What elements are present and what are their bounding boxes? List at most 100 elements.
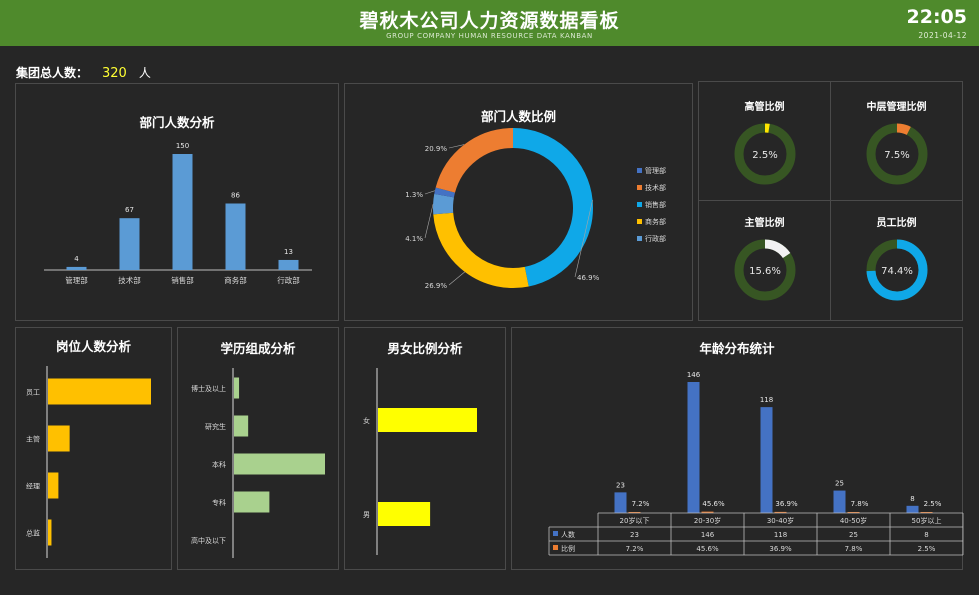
slice-label-1: 20.9% bbox=[425, 145, 448, 153]
legend-label-4: 行政部 bbox=[645, 234, 666, 243]
slice-label-4: 4.1% bbox=[405, 235, 423, 243]
ratio-title-supervisor: 主管比例 bbox=[744, 218, 785, 229]
gender-chart: 女男 bbox=[363, 368, 477, 555]
x-tick-label-2: 30-40岁 bbox=[767, 516, 794, 525]
x-tick-label-1: 技术部 bbox=[118, 275, 141, 285]
ratio-bar-3 bbox=[847, 512, 860, 513]
dashboard-subtitle: GROUP COMPANY HUMAN RESOURCE DATA KANBAN bbox=[386, 32, 593, 40]
x-tick-label-4: 50岁以上 bbox=[912, 516, 942, 525]
y-tick-label-1: 研究生 bbox=[205, 422, 226, 431]
leader-line-4 bbox=[424, 204, 434, 239]
age-chart: 23 7.2% 146 45.6% 118 36.9% 25 7.8% 8 2.5% 20岁以下 23… bbox=[548, 371, 964, 556]
donut-label-3: 74.4% bbox=[881, 266, 913, 277]
x-tick-label-3: 商务部 bbox=[224, 275, 247, 285]
dashboard-title: 碧秋木公司人力资源数据看板 bbox=[359, 10, 620, 32]
ratio-label-1: 45.6% bbox=[702, 500, 725, 508]
legend-swatch-0 bbox=[637, 168, 642, 173]
total-label: 集团总人数： bbox=[16, 66, 89, 80]
slice-2 bbox=[512, 128, 593, 287]
donut-value-2 bbox=[764, 239, 791, 259]
y-tick-label-0: 员工 bbox=[26, 389, 40, 397]
table-count-4: 8 bbox=[924, 531, 928, 539]
legend-swatch-1 bbox=[637, 185, 642, 190]
data-label-2: 150 bbox=[176, 142, 189, 150]
ratio-title-exec: 高管比例 bbox=[744, 102, 785, 113]
ratio-title-staff: 员工比例 bbox=[876, 218, 917, 229]
panel-title: 部门人数比例 bbox=[480, 109, 556, 124]
panel-age: 年龄分布统计 23 7.2% 146 45.6% 118 36.9% 25 7.8% 8 2.5%… bbox=[511, 327, 964, 570]
data-label-3: 86 bbox=[231, 191, 240, 199]
y-tick-label-1: 主管 bbox=[26, 435, 40, 444]
panel-title: 岗位人数分析 bbox=[55, 339, 131, 354]
table-ratio-3: 7.8% bbox=[845, 545, 863, 553]
y-tick-label-3: 专科 bbox=[212, 498, 226, 507]
bar-3 bbox=[225, 203, 246, 270]
ratio-donuts: 2.5% 7.5% 15.6% 74.4% bbox=[734, 123, 928, 301]
x-tick-label-0: 20岁以下 bbox=[620, 516, 650, 525]
panel-education: 学历组成分析 博士及以上 研究生 本科 专科 高中及以下 bbox=[177, 327, 339, 570]
table-count-2: 118 bbox=[774, 531, 787, 539]
table-count-1: 146 bbox=[701, 531, 715, 539]
bar-3 bbox=[48, 519, 52, 546]
y-tick-label-2: 经理 bbox=[26, 482, 40, 491]
header-bar: 碧秋木公司人力资源数据看板 GROUP COMPANY HUMAN RESOUR… bbox=[0, 0, 979, 46]
x-tick-label-1: 20-30岁 bbox=[694, 516, 721, 525]
x-tick-label-3: 40-50岁 bbox=[840, 516, 867, 525]
y-tick-label-1: 男 bbox=[363, 511, 370, 519]
count-bar-3 bbox=[833, 490, 846, 513]
leader-line-3 bbox=[448, 271, 465, 286]
y-tick-label-3: 总监 bbox=[26, 529, 40, 538]
leader-line-2 bbox=[574, 200, 593, 278]
ratio-bar-1 bbox=[701, 511, 714, 513]
clock-date: 2021-04-12 bbox=[918, 31, 967, 40]
legend-swatch-4 bbox=[637, 236, 642, 241]
clock-time: 22:05 bbox=[906, 6, 967, 28]
count-bar-4 bbox=[906, 505, 919, 513]
ratio-label-0: 7.2% bbox=[632, 500, 650, 508]
leader-line-0 bbox=[424, 190, 435, 195]
panel-title: 男女比例分析 bbox=[387, 341, 463, 356]
grid-divider-v bbox=[830, 82, 831, 320]
total-headcount: 集团总人数： 320 人 bbox=[16, 64, 151, 81]
bar-1 bbox=[48, 425, 70, 452]
panel-dept-ratio: 部门人数比例 46.9% 26.9% 4.1% 1.3% 20.9% 管理部 技术部 销售部商… bbox=[344, 83, 693, 321]
count-bar-1 bbox=[687, 382, 700, 513]
table-ratio-0: 7.2% bbox=[626, 545, 644, 553]
bar-1 bbox=[234, 415, 249, 437]
bar-0 bbox=[48, 378, 151, 405]
count-label-2: 118 bbox=[760, 396, 773, 404]
bar-1 bbox=[119, 218, 140, 270]
panel-dept-count: 部门人数分析 4 管理部 67 技术部 150 销售部 86 商务部 13 行政部 bbox=[15, 83, 339, 321]
legend-label-count: 人数 bbox=[561, 530, 575, 539]
data-label-0: 4 bbox=[74, 255, 79, 263]
y-tick-label-0: 博士及以上 bbox=[191, 384, 226, 393]
count-bar-0 bbox=[614, 492, 627, 513]
panel-title: 年龄分布统计 bbox=[699, 341, 775, 356]
donut-value-3 bbox=[866, 239, 928, 301]
table-count-0: 23 bbox=[630, 531, 639, 539]
y-tick-label-4: 高中及以下 bbox=[191, 536, 226, 545]
ratio-bar-4 bbox=[920, 512, 933, 513]
total-unit: 人 bbox=[138, 66, 151, 80]
total-value: 320 bbox=[102, 66, 127, 81]
count-bar-2 bbox=[760, 407, 773, 513]
bar-0 bbox=[378, 408, 477, 432]
bar-2 bbox=[234, 453, 325, 475]
legend-swatch-ratio bbox=[553, 545, 558, 550]
slice-1 bbox=[435, 128, 514, 194]
ratio-bar-2 bbox=[774, 511, 787, 513]
ratio-bar-0 bbox=[628, 512, 641, 513]
panel-position: 岗位人数分析 员工主管经理总监 bbox=[15, 327, 172, 570]
slice-0 bbox=[434, 187, 456, 198]
ratio-label-2: 36.9% bbox=[775, 500, 798, 508]
bar-2 bbox=[48, 472, 59, 499]
panel-ratio-grid: 高管比例 中层管理比例 主管比例 员工比例 2.5% 7.5% 15.6% 74.4% bbox=[698, 81, 963, 321]
x-tick-label-0: 管理部 bbox=[65, 275, 88, 285]
slice-label-3: 26.9% bbox=[425, 282, 448, 290]
x-tick-label-4: 行政部 bbox=[277, 275, 300, 285]
legend-label-1: 技术部 bbox=[645, 183, 666, 192]
legend-label-ratio: 比例 bbox=[561, 544, 575, 553]
